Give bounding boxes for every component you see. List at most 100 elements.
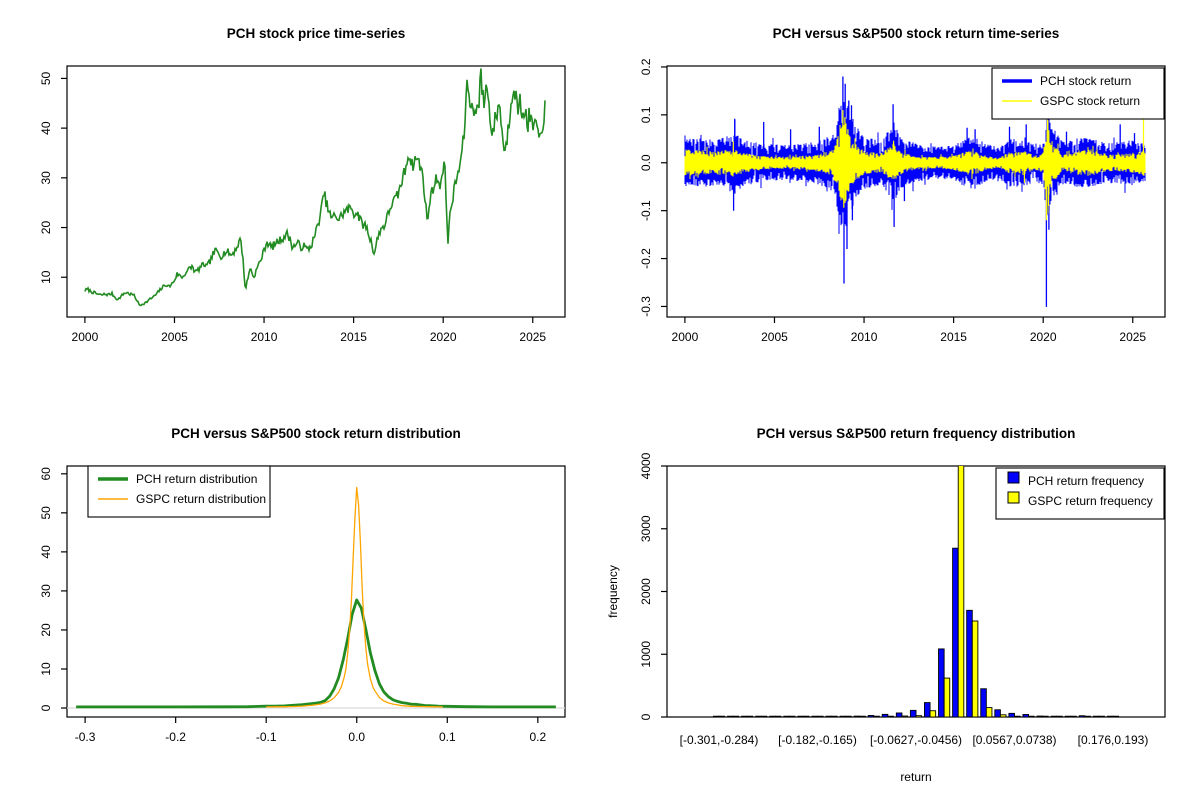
pch-frequency-bar [1064,715,1072,717]
price-panel: PCH stock price time-series 2000 2005 2010… [0,0,600,400]
x-axis-tick-label: 2005 [161,330,188,344]
gspc-frequency-bar [1028,715,1035,717]
gspc-frequency-bar [817,715,824,717]
density-panel: PCH versus S&P500 stock return distribut… [0,400,600,800]
pch-frequency-bar [952,547,959,717]
pch-frequency-bar [769,715,776,717]
returns-plot-area: 2000 2005 2010 2015 2020 2025 0.2 0.1 0.0 -0.1 -0.… [639,58,1166,344]
pch-frequency-bar [895,712,903,717]
legend-box-swatch [1007,491,1020,504]
gspc-frequency-bar [1112,715,1120,717]
bars-group [712,466,1120,717]
legend-label: GSPC return frequency [1028,494,1153,508]
legend-box [995,467,1165,520]
gspc-frequency-bar [746,715,754,717]
x-axis-tick-label: 2000 [672,330,699,344]
x-axis-tick-label: 0.1 [439,730,456,744]
pch-frequency-bar [797,715,804,717]
legend: PCH return distribution GSPC return distr… [87,465,271,518]
y-axis-tick-label: 30 [39,584,53,598]
gspc-frequency-bar [1042,715,1049,717]
x-axis-tick-label: 2010 [851,330,878,344]
gspc-frequency-bar [957,466,965,717]
gspc-density-curve [266,486,443,708]
bin-label: [0.0567,0.0738) [972,733,1056,747]
pch-frequency-bar [909,709,917,717]
x-axis-tick-label: 2015 [340,330,367,344]
gspc-frequency-bar [732,715,740,717]
bin-label: [0.176,0.193) [1078,733,1149,747]
chart-title: PCH versus S&P500 stock return time-seri… [773,26,1060,41]
pch-density-curve [76,598,556,709]
x-axis-tick-label: 2015 [940,330,967,344]
y-axis-tick-label: 10 [39,270,53,284]
y-axis-tick-label: -0.3 [639,296,653,317]
legend-box [87,465,271,518]
x-axis-label: return [900,770,931,784]
price-plot-area: 2000 2005 2010 2015 2020 2025 10 20 30 40 50 [39,65,566,344]
gspc-frequency-bar [915,715,923,717]
gspc-frequency-bar [802,715,810,717]
plot-box [66,65,566,318]
pch-frequency-bar [994,709,1001,717]
gspc-frequency-bar [774,715,782,717]
x-axis-tick-label: 2005 [761,330,788,344]
density-chart: PCH versus S&P500 stock return distribut… [39,426,566,744]
bin-label: [-0.0627,-0.0456) [870,733,962,747]
y-axis-tick-label: 0 [639,713,653,720]
plot-box [666,65,1166,318]
y-axis-tick-label: 20 [39,221,53,235]
pch-frequency-bar [783,715,790,717]
y-axis-tick-label: 0 [39,704,53,711]
legend: PCH stock return GSPC stock return [991,67,1165,120]
x-axis-tick-label: 0.2 [529,730,546,744]
histogram-plot-area: 0 1000 2000 3000 4000 [-0.301,-0.284) [-0.182,… [639,452,1166,747]
y-axis-tick-label: 40 [39,121,53,135]
gspc-frequency-bar [929,710,937,717]
x-axis-tick-label: 0.0 [348,730,365,744]
y-axis-tick-label: 50 [39,71,53,85]
pch-frequency-bar [1036,715,1044,717]
y-axis-tick-label: 50 [39,506,53,520]
pch-frequency-bar [938,648,945,717]
gspc-frequency-bar [788,715,796,717]
chart-title: PCH stock price time-series [227,26,406,41]
y-axis-tick-label: 0.2 [639,58,653,75]
y-axis-tick-label: 3000 [639,515,653,542]
legend-label: GSPC stock return [1040,94,1140,108]
bin-label: [-0.301,-0.284) [680,733,759,747]
pch-frequency-bar [1106,715,1114,717]
density-plot-area: -0.3 -0.2 -0.1 0.0 0.1 0.2 0 10 20 30 40 50 60 PCH re… [39,465,566,744]
pch-frequency-bar [853,715,861,717]
y-axis-tick-label: 30 [39,171,53,185]
gspc-frequency-bar [985,707,993,717]
x-axis-tick-label: 2025 [519,330,546,344]
histogram-chart: PCH versus S&P500 return frequency distr… [606,426,1166,784]
x-axis-tick-label: -0.3 [75,730,96,744]
histogram-panel: PCH versus S&P500 return frequency distr… [600,400,1200,800]
pch-frequency-bar [755,715,762,717]
pch-frequency-bar [712,715,720,717]
y-axis-tick-label: -0.2 [639,248,653,269]
legend-label: PCH stock return [1040,74,1131,88]
y-axis-label: frequency [606,565,620,618]
x-axis-tick-label: 2000 [72,330,99,344]
legend: PCH return frequency GSPC return frequenc… [995,467,1165,520]
y-axis-tick-label: 10 [39,662,53,676]
gspc-frequency-bar [971,620,979,717]
pch-frequency-bar [1022,714,1030,717]
y-axis-tick-label: 0.1 [639,106,653,123]
gspc-frequency-bar [718,715,726,717]
pch-frequency-bar [839,715,847,717]
gspc-frequency-bar [1056,715,1063,717]
pch-frequency-bar [1092,715,1100,717]
x-axis-tick-label: 2025 [1119,330,1146,344]
gspc-frequency-bar [873,715,880,717]
x-axis-tick-label: 2010 [251,330,278,344]
bin-label: [-0.182,-0.165) [778,733,857,747]
x-axis-tick-label: -0.1 [256,730,277,744]
gspc-frequency-bar [943,677,951,717]
legend-box [991,67,1165,120]
gspc-frequency-bar [1084,715,1091,717]
gspc-frequency-bar [901,715,908,717]
